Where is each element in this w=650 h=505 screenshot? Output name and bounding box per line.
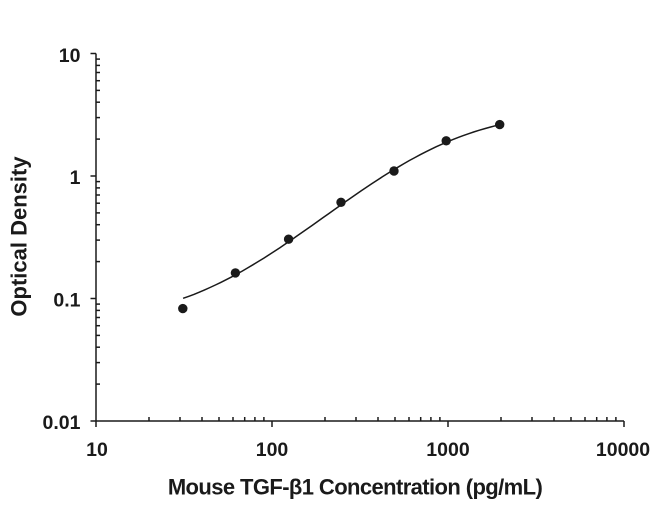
- svg-text:10: 10: [59, 45, 81, 67]
- svg-text:1: 1: [70, 167, 81, 189]
- svg-text:1000: 1000: [426, 439, 470, 461]
- svg-text:0.01: 0.01: [43, 412, 81, 434]
- svg-text:Mouse TGF-β1 Concentration (pg: Mouse TGF-β1 Concentration (pg/mL): [168, 475, 543, 500]
- svg-text:10000: 10000: [596, 439, 650, 461]
- svg-text:0.1: 0.1: [53, 290, 80, 312]
- svg-text:100: 100: [256, 439, 289, 461]
- svg-text:10: 10: [86, 439, 108, 461]
- svg-text:Optical Density: Optical Density: [7, 156, 32, 317]
